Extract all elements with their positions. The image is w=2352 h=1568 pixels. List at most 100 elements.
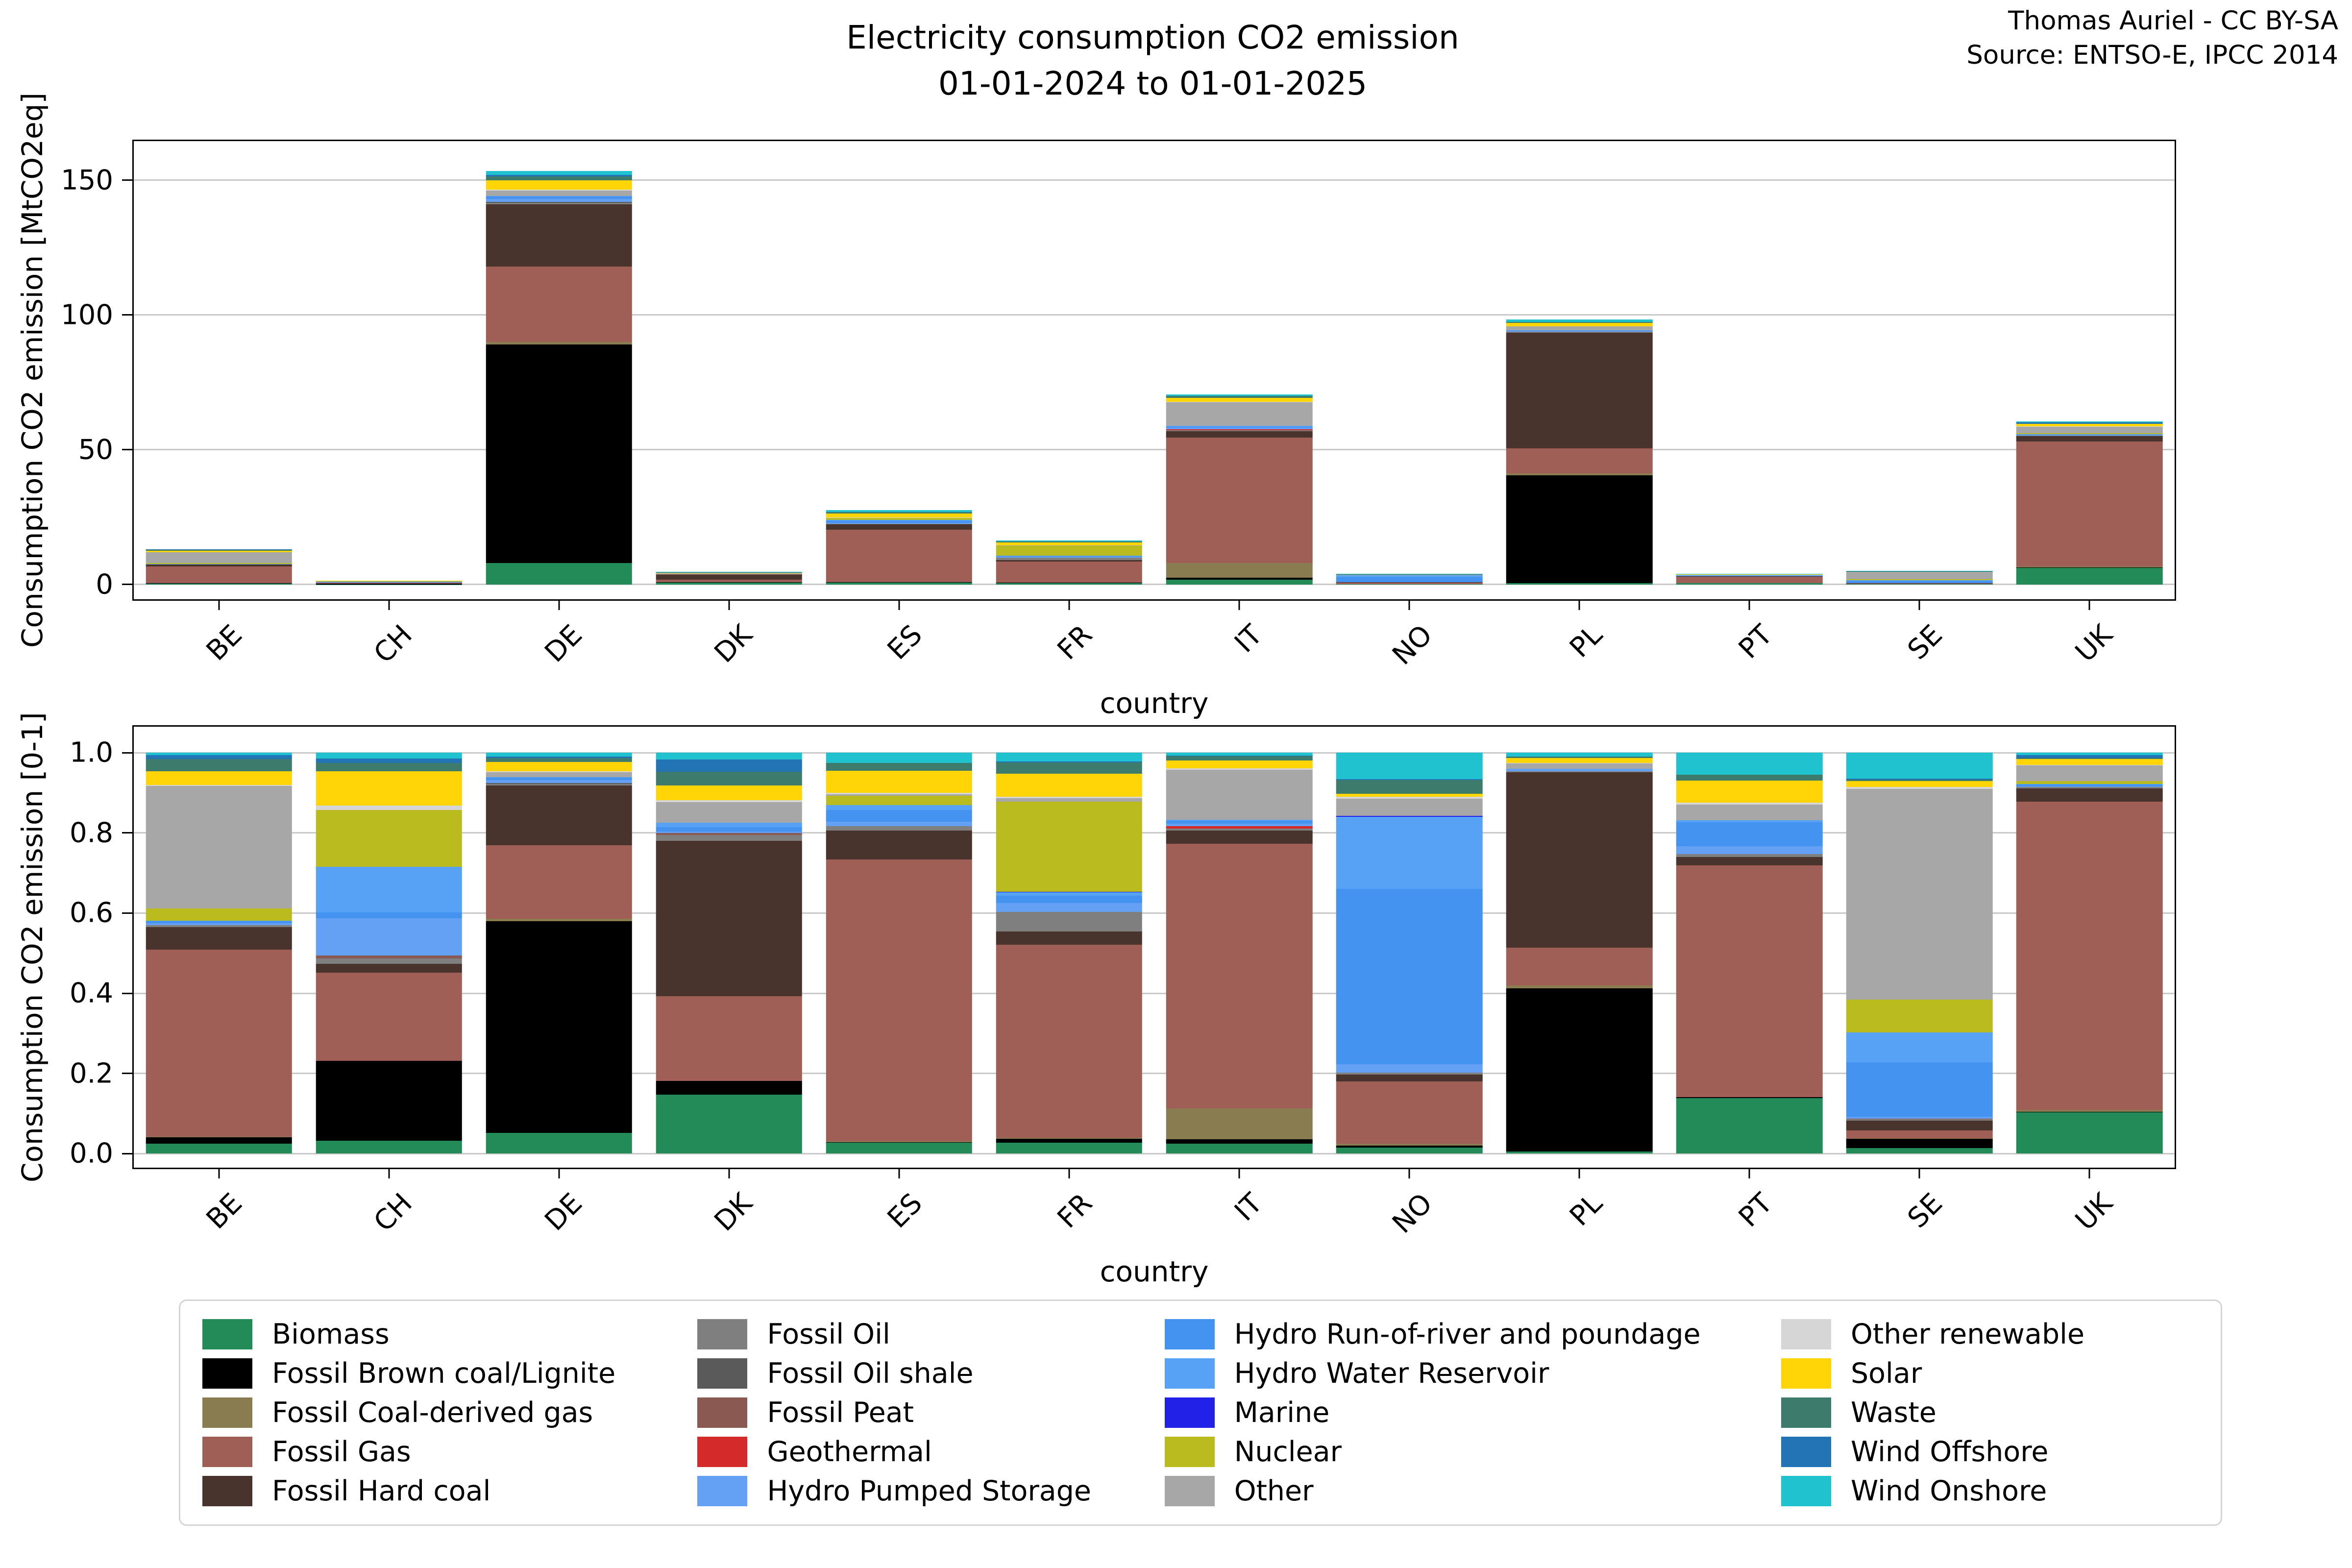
bar-segment-DE-Fossil Hard coal <box>486 204 632 267</box>
x-tick-label-ES: ES <box>881 1187 929 1235</box>
bar-segment-SE-Waste <box>1846 779 1993 781</box>
bar-segment-DE-Other <box>486 772 632 778</box>
bar-segment-BE-Fossil Hard coal <box>146 564 292 567</box>
bar-segment-DE-Fossil Oil <box>486 202 632 205</box>
bar-segment-UK-Fossil Gas <box>2016 441 2163 567</box>
bar-segment-IT-Other <box>1166 769 1313 820</box>
bar-segment-ES-Fossil Oil <box>826 826 973 831</box>
bar-segment-UK-Biomass <box>2016 567 2163 585</box>
bar-segment-IT-Other <box>1166 402 1313 426</box>
bar-segment-DK-Fossil Hard coal <box>656 574 803 580</box>
bar-segment-PL-Solar <box>1506 758 1653 763</box>
gridline <box>134 1152 2175 1154</box>
bar-segment-ES-Wind Onshore <box>826 753 973 763</box>
bar-segment-ES-Fossil Hard coal <box>826 524 973 530</box>
bar-segment-UK-Waste <box>2016 758 2163 759</box>
bar-segment-BE-Fossil Hard coal <box>146 927 292 950</box>
x-tick-label-UK: UK <box>2069 619 2119 668</box>
bar-segment-DE-Hydro Pumped Storage <box>486 780 632 784</box>
bar-segment-IT-Waste <box>1166 756 1313 760</box>
bar-segment-CH-Hydro Pumped Storage <box>316 918 462 956</box>
bar-segment-IT-Fossil Gas <box>1166 844 1313 1108</box>
bar-segment-IT-Solar <box>1166 398 1313 402</box>
bar-segment-SE-Other renewable <box>1846 787 1993 789</box>
bar-segment-FR-Fossil Brown coal/Lignite <box>996 1139 1143 1143</box>
bar-segment-IT-Fossil Coal-derived gas <box>1166 1108 1313 1140</box>
bar-DE <box>486 753 632 1154</box>
x-tick-label-BE: BE <box>200 1187 248 1236</box>
bar-segment-IT-Fossil Brown coal/Lignite <box>1166 1139 1313 1144</box>
bar-segment-CH-Hydro Run-of-river and poundage <box>316 912 462 918</box>
bar-segment-DE-Fossil Brown coal/Lignite <box>486 344 632 563</box>
bar-segment-PL-Fossil Hard coal <box>1506 332 1653 449</box>
bar-segment-DE-Wind Onshore <box>486 753 632 757</box>
bar-segment-PL-Fossil Coal-derived gas <box>1506 473 1653 476</box>
bar-segment-NO-Fossil Gas <box>1336 1081 1483 1144</box>
bar-segment-ES-Fossil Gas <box>826 859 973 1142</box>
bar-segment-CH-Solar <box>316 771 462 806</box>
x-tick-label-DE: DE <box>539 1187 588 1237</box>
legend-label: Fossil Oil shale <box>767 1357 974 1390</box>
bar-segment-DE-Fossil Oil shale <box>486 202 632 203</box>
gridline <box>134 992 2175 994</box>
legend-swatch-Hydro Water Reservoir <box>1164 1358 1215 1389</box>
bar-segment-CH-Fossil Gas <box>316 972 462 1061</box>
bar-FR <box>996 540 1143 585</box>
bar-NO <box>1336 753 1483 1154</box>
bar-segment-PT-Waste <box>1676 774 1823 781</box>
bar-segment-ES-Solar <box>826 513 973 518</box>
bar-segment-UK-Fossil Hard coal <box>2016 788 2163 802</box>
bar-segment-PT-Fossil Gas <box>1676 865 1823 1097</box>
bar-segment-PT-Fossil Hard coal <box>1676 857 1823 865</box>
bar-segment-DK-Other renewable <box>656 800 803 802</box>
bar-segment-CH-Fossil Brown coal/Lignite <box>316 1061 462 1141</box>
bar-segment-FR-Biomass <box>996 1142 1143 1154</box>
legend-label: Nuclear <box>1234 1436 1342 1468</box>
bar-segment-PL-Wind Onshore <box>1506 753 1653 757</box>
bar-segment-DE-Solar <box>486 180 632 190</box>
bar-segment-DE-Other <box>486 191 632 196</box>
gridline <box>134 832 2175 834</box>
bar-segment-UK-Hydro Water Reservoir <box>2016 434 2163 435</box>
legend-swatch-Wind Onshore <box>1781 1476 1831 1506</box>
x-tick-mark <box>898 1168 900 1178</box>
x-tick-label-PL: PL <box>1564 619 1609 664</box>
x-tick-mark <box>1918 599 1920 610</box>
bar-segment-PL-Hydro Run-of-river and poundage <box>1506 769 1653 770</box>
x-tick-mark <box>898 599 900 610</box>
bar-segment-ES-Fossil Gas <box>826 530 973 583</box>
legend-item-Wind Onshore: Wind Onshore <box>1781 1471 2211 1511</box>
bar-segment-NO-Fossil Coal-derived gas <box>1336 1143 1483 1146</box>
bar-segment-NO-Wind Onshore <box>1336 753 1483 779</box>
legend-swatch-Fossil Hard coal <box>202 1476 252 1506</box>
y-tick-mark <box>122 314 132 316</box>
bar-ES <box>826 753 973 1154</box>
bar-segment-BE-Hydro Run-of-river and poundage <box>146 921 292 924</box>
bar-segment-DE-Biomass <box>486 563 632 585</box>
bar-segment-UK-Fossil Hard coal <box>2016 436 2163 441</box>
bar-segment-SE-Nuclear <box>1846 1000 1993 1033</box>
y-tick-mark <box>122 832 132 834</box>
bar-segment-DK-Fossil Brown coal/Lignite <box>656 582 803 583</box>
legend-label: Other <box>1234 1475 1314 1507</box>
bar-segment-BE-Fossil Brown coal/Lignite <box>146 583 292 584</box>
legend-swatch-Other <box>1164 1476 1215 1506</box>
bar-segment-IT-Solar <box>1166 760 1313 769</box>
bar-segment-PL-Fossil Oil <box>1506 771 1653 773</box>
bar-segment-FR-Fossil Oil <box>996 558 1143 560</box>
bar-segment-DE-Fossil Brown coal/Lignite <box>486 921 632 1133</box>
legend-swatch-Fossil Oil <box>697 1319 748 1349</box>
bar-segment-FR-Other <box>996 798 1143 802</box>
legend-label: Waste <box>1851 1396 1936 1429</box>
bar-segment-BE-Nuclear <box>146 563 292 564</box>
legend: Biomass Fossil Brown coal/Lignite Fossil C… <box>179 1299 2222 1526</box>
bar-segment-CH-Wind Onshore <box>316 753 462 759</box>
bar-segment-ES-Fossil Oil <box>826 523 973 525</box>
bar-segment-BE-Waste <box>146 759 292 771</box>
bar-segment-DE-Waste <box>486 176 632 180</box>
legend-item-Marine: Marine <box>1164 1393 1781 1432</box>
legend-item-Fossil Brown coal/Lignite: Fossil Brown coal/Lignite <box>202 1354 697 1393</box>
bar-segment-IT-Biomass <box>1166 579 1313 585</box>
chart-title-line1: Electricity consumption CO2 emission <box>846 19 1459 56</box>
